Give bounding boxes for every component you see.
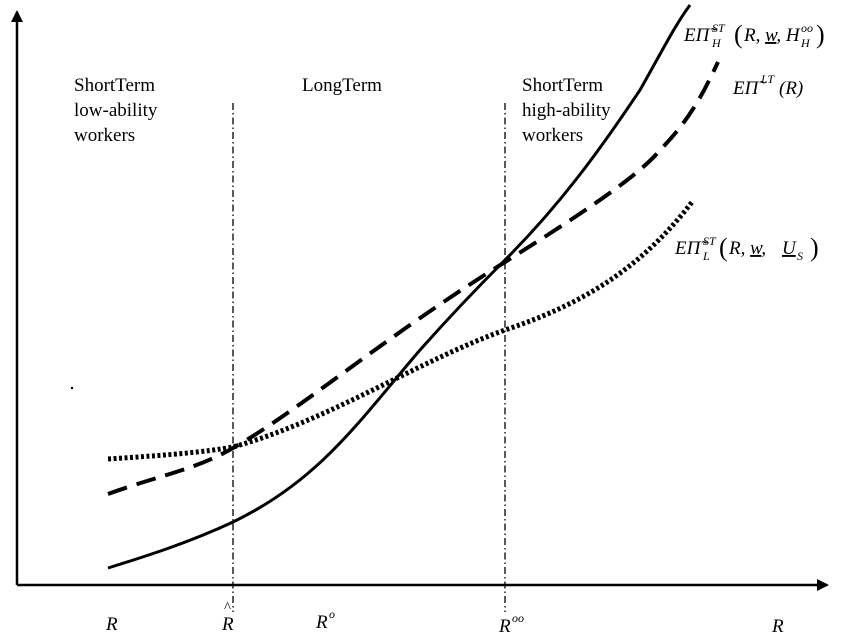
region-label-left: workers	[74, 125, 135, 146]
svg-text:EΠ̃: EΠ̃	[683, 25, 717, 46]
tick-label-r-o: R o	[315, 607, 335, 633]
svg-text:H: H	[711, 36, 722, 50]
svg-text:S: S	[797, 249, 803, 263]
x-axis-label: R	[771, 616, 784, 637]
region-label-left: low-ability	[74, 100, 158, 121]
svg-text:oo: oo	[801, 21, 813, 35]
svg-text:): )	[816, 20, 825, 49]
svg-text:oo: oo	[512, 611, 524, 625]
curve-label-long-term: EΠ̃ LT (R)	[732, 72, 803, 99]
svg-text:(: (	[734, 20, 743, 49]
svg-text:ST: ST	[703, 234, 717, 248]
stray-dot	[70, 386, 74, 390]
svg-text:U: U	[782, 238, 797, 259]
tick-label-r: R	[105, 614, 118, 635]
region-label-left: ShortTerm	[74, 75, 155, 96]
svg-text:o: o	[329, 607, 335, 621]
svg-text:LT: LT	[760, 72, 775, 86]
svg-text:H: H	[800, 36, 811, 50]
curve-label-low-st: EΠ̃ ST L ( R, w, U S )	[674, 233, 819, 263]
svg-text:(: (	[719, 233, 728, 262]
svg-text:R, w, H: R, w, H	[743, 25, 801, 46]
svg-text:^: ^	[224, 600, 231, 616]
curve-high-ability-short-term	[107, 4, 692, 570]
svg-text:(R): (R)	[779, 78, 803, 99]
svg-text:R: R	[498, 616, 511, 637]
region-label-middle: LongTerm	[302, 75, 382, 96]
tick-label-r-hat: R ^	[221, 600, 234, 635]
svg-text:EΠ̃: EΠ̃	[732, 78, 766, 99]
svg-text:): )	[810, 233, 819, 262]
curve-low-ability-short-term	[107, 200, 694, 462]
svg-text:EΠ̃: EΠ̃	[674, 238, 708, 259]
curve-long-term	[107, 61, 720, 496]
curve-label-high-st: EΠ̃ ST H ( R, w, H oo H )	[683, 20, 825, 50]
svg-text:L: L	[702, 249, 710, 263]
region-label-right: workers	[522, 125, 583, 146]
region-label-right: high-ability	[522, 100, 611, 121]
svg-text:ST: ST	[712, 21, 726, 35]
svg-text:R: R	[221, 614, 234, 635]
svg-text:R: R	[315, 612, 328, 633]
tick-label-r-oo: R oo	[498, 611, 524, 637]
svg-text:R, w,: R, w,	[728, 238, 766, 259]
region-label-right: ShortTerm	[522, 75, 603, 96]
